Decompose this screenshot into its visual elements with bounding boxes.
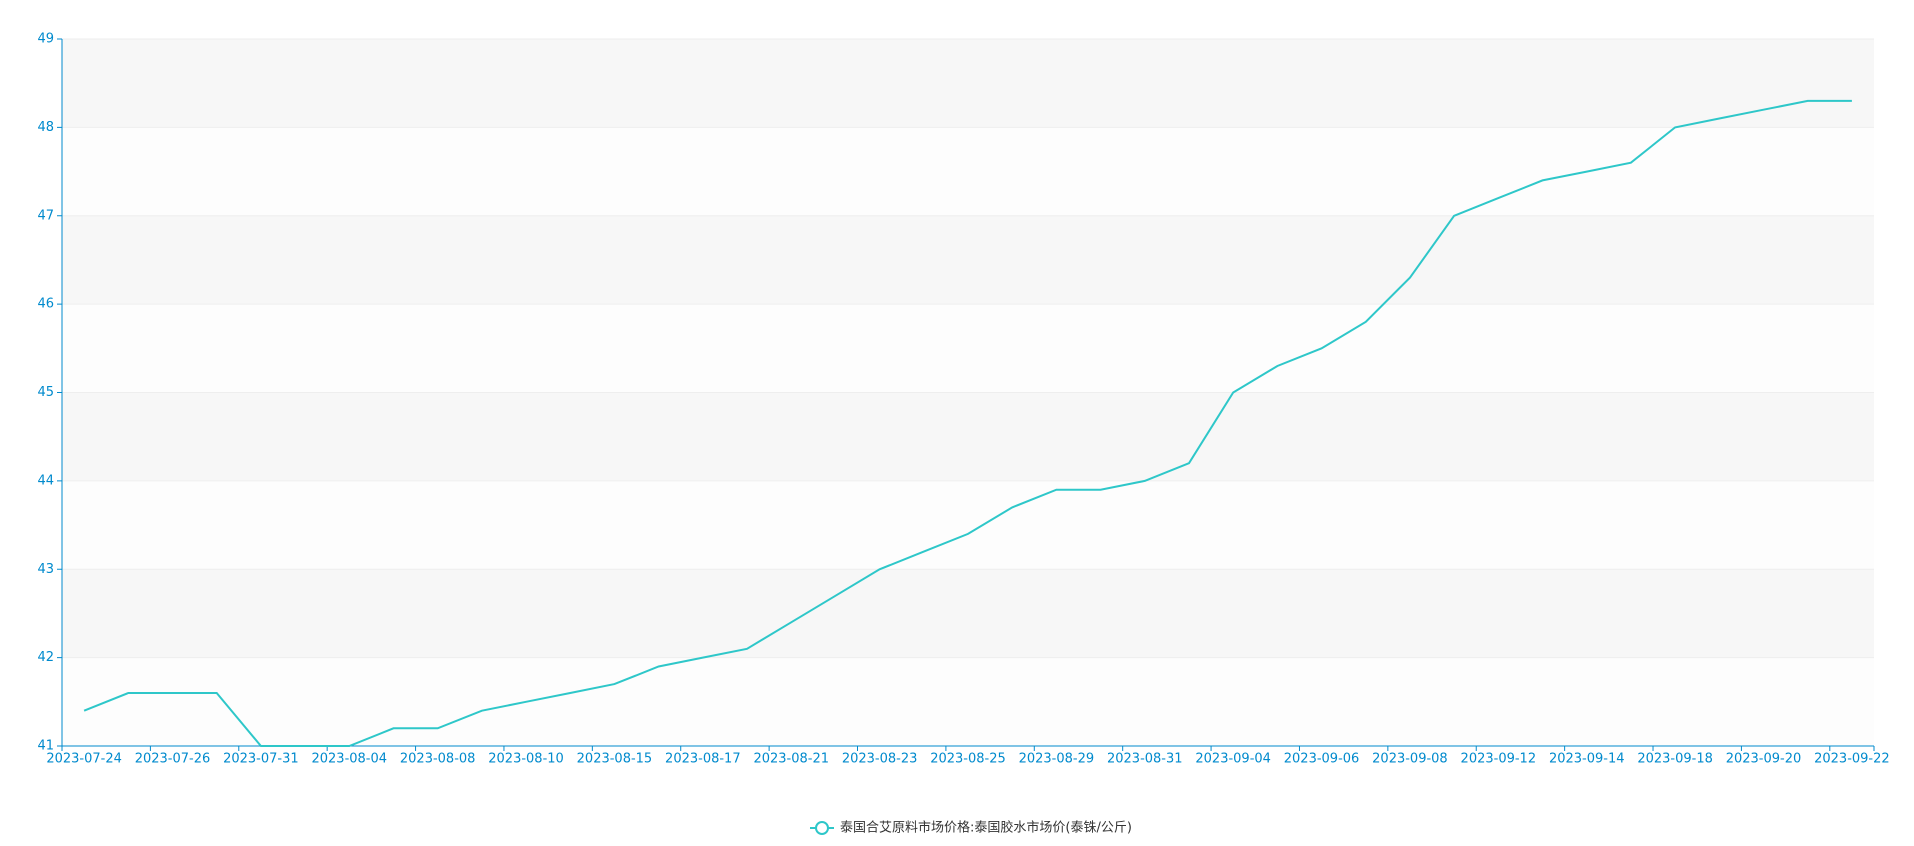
- x-tick-label: 2023-08-21: [753, 752, 829, 767]
- split-area: [62, 569, 1874, 658]
- y-tick-label: 42: [37, 650, 54, 665]
- x-tick-label: 2023-09-20: [1726, 752, 1802, 767]
- x-tick-label: 2023-09-06: [1284, 752, 1360, 767]
- y-tick-label: 45: [37, 385, 54, 400]
- y-tick-label: 43: [37, 562, 54, 577]
- x-tick-label: 2023-07-26: [135, 752, 211, 767]
- split-area: [62, 215, 1874, 305]
- x-tick-label: 2023-08-17: [665, 752, 741, 767]
- split-area: [62, 392, 1874, 481]
- split-area: [62, 480, 1874, 570]
- y-tick-label: 49: [37, 32, 54, 47]
- x-tick-label: 2023-09-22: [1814, 752, 1890, 767]
- legend-marker: [815, 821, 829, 835]
- x-tick-label: 2023-08-23: [842, 752, 918, 767]
- y-tick-label: 41: [37, 739, 54, 754]
- split-area: [62, 39, 1874, 128]
- y-tick-label: 47: [37, 208, 54, 223]
- x-tick-label: 2023-09-04: [1195, 752, 1271, 767]
- y-tick-label: 44: [37, 473, 54, 488]
- legend-text: 泰国合艾原料市场价格:泰国胶水市场价(泰铢/公斤): [840, 820, 1132, 836]
- x-tick-label: 2023-09-14: [1549, 752, 1625, 767]
- split-area: [62, 657, 1874, 746]
- x-tick-label: 2023-09-18: [1637, 752, 1713, 767]
- x-tick-label: 2023-09-08: [1372, 752, 1448, 767]
- line-series: [83, 99, 1852, 747]
- y-tick-label: 46: [37, 297, 54, 312]
- x-tick-label: 2023-08-15: [577, 752, 653, 767]
- split-area: [62, 304, 1874, 393]
- y-tick-label: 48: [37, 120, 54, 135]
- x-tick-label: 2023-07-31: [223, 752, 299, 767]
- x-tick-label: 2023-08-31: [1107, 752, 1183, 767]
- split-area: [62, 127, 1874, 216]
- x-tick-label: 2023-08-04: [311, 752, 387, 767]
- x-tick-label: 2023-08-10: [488, 752, 564, 767]
- x-tick-label: 2023-07-24: [46, 752, 122, 767]
- x-tick-label: 2023-08-29: [1019, 752, 1095, 767]
- x-tick-label: 2023-08-25: [930, 752, 1006, 767]
- x-tick-label: 2023-09-12: [1461, 752, 1537, 767]
- x-tick-label: 2023-08-08: [400, 752, 476, 767]
